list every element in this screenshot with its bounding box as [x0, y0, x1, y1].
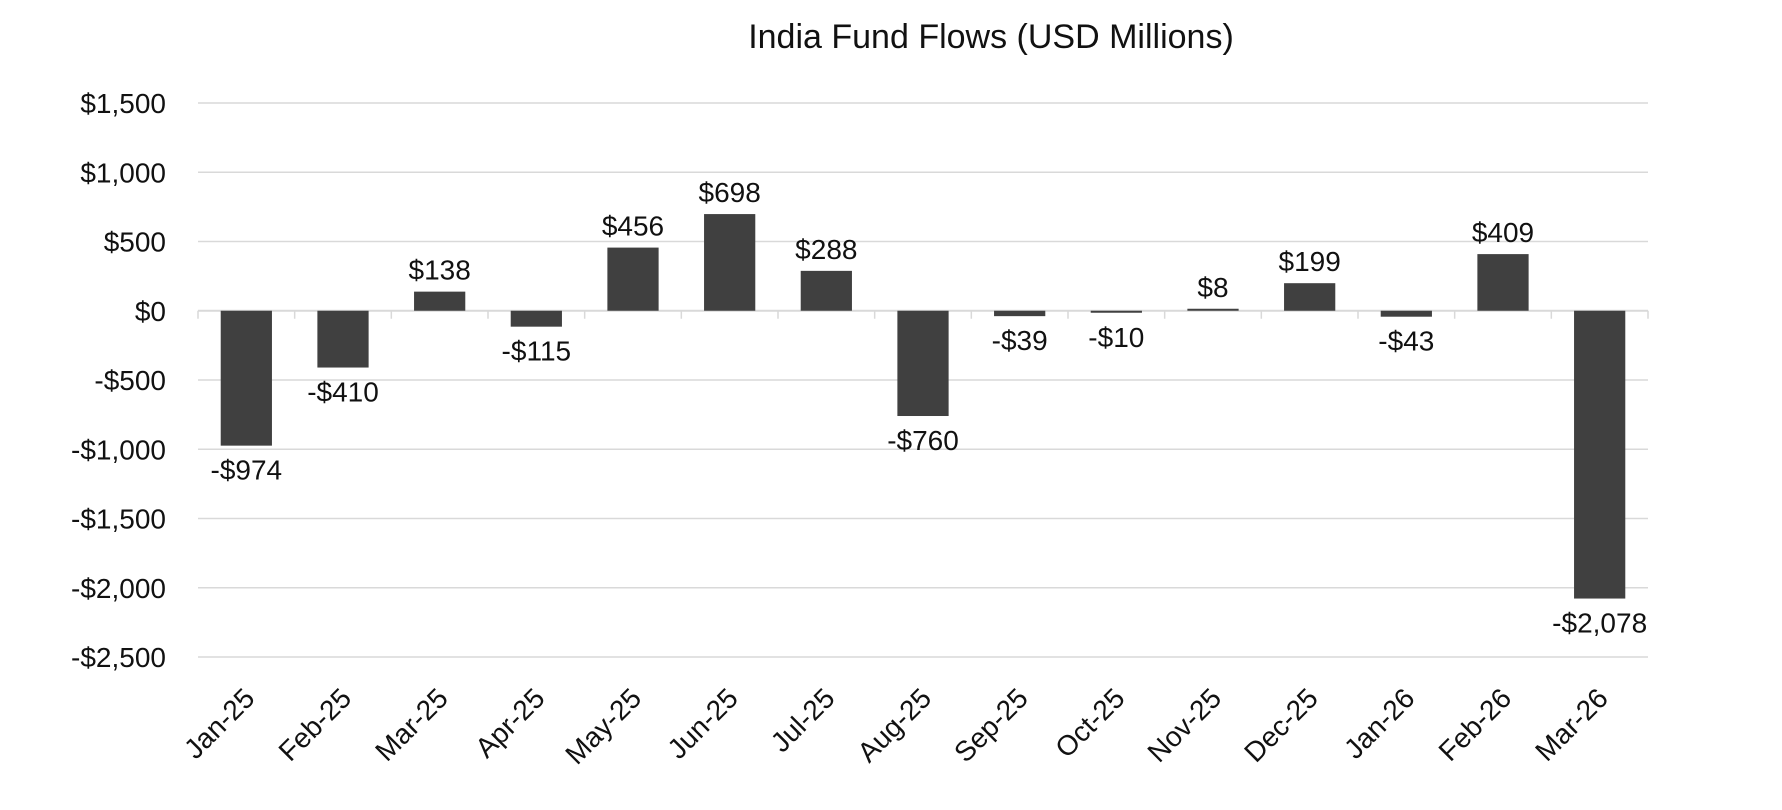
bar-jul-25 [800, 270, 852, 311]
y-tick-label: $500 [104, 227, 166, 258]
x-tick-label: May-25 [559, 682, 647, 770]
bar-oct-25 [1090, 310, 1142, 313]
bar-jun-25 [704, 214, 756, 311]
bar-may-25 [607, 247, 659, 311]
x-tick-label: Jan-25 [178, 682, 260, 764]
bar-jan-26 [1380, 310, 1432, 317]
data-labels: -$974 -$410 $138 -$115 $456 $698 $288 -$760 -$39… [211, 177, 1648, 638]
data-label: $288 [795, 234, 857, 265]
bar-mar-26 [1574, 310, 1626, 599]
bars [220, 214, 1626, 599]
x-tick-label: Dec-25 [1238, 682, 1324, 768]
x-tick-label: Apr-25 [469, 682, 550, 763]
bar-aug-25 [897, 310, 949, 417]
data-label: -$10 [1088, 322, 1144, 353]
x-tick-label: Mar-25 [369, 682, 454, 767]
y-tick-label: -$500 [94, 365, 166, 396]
x-tick-label: Jan-26 [1338, 682, 1420, 764]
y-tick-label: $0 [135, 296, 166, 327]
data-label: $199 [1279, 246, 1341, 277]
y-tick-label: $1,000 [80, 157, 166, 188]
data-label: -$2,078 [1552, 608, 1647, 639]
data-label: -$974 [211, 455, 283, 486]
bar-feb-25 [317, 310, 369, 368]
x-tick-label: Jun-25 [661, 682, 743, 764]
chart-title: India Fund Flows (USD Millions) [748, 18, 1234, 56]
data-label: -$43 [1378, 326, 1434, 357]
bar-jan-25 [220, 310, 272, 446]
x-tick-label: Aug-25 [851, 682, 937, 768]
y-tick-label: $1,500 [80, 88, 166, 119]
x-tick-label: Feb-26 [1433, 682, 1518, 767]
x-tick-label: Sep-25 [948, 682, 1034, 768]
data-label: $409 [1472, 217, 1534, 248]
y-tick-label: -$2,000 [71, 573, 166, 604]
y-tick-label: -$1,500 [71, 504, 166, 535]
bar-nov-25 [1187, 308, 1239, 311]
bar-mar-25 [414, 291, 466, 311]
y-tick-label: -$2,500 [71, 642, 166, 673]
data-label: $698 [699, 177, 761, 208]
x-tick-label: Jul-25 [765, 682, 841, 758]
data-label: -$760 [887, 425, 959, 456]
data-label: $138 [409, 255, 471, 286]
bar-feb-26 [1477, 254, 1529, 311]
data-label: $456 [602, 211, 664, 242]
x-tick-label: Oct-25 [1049, 682, 1130, 763]
data-label: -$39 [992, 325, 1048, 356]
x-tick-label: Feb-25 [273, 682, 358, 767]
x-axis: Jan-25 Feb-25 Mar-25 Apr-25 May-25 Jun-25 Jul-… [178, 682, 1614, 770]
data-label: -$410 [307, 377, 379, 408]
bar-apr-25 [510, 310, 562, 327]
x-tick-label: Nov-25 [1141, 682, 1227, 768]
x-tick-label: Mar-26 [1529, 682, 1614, 767]
bar-sep-25 [994, 310, 1046, 317]
data-label: $8 [1197, 272, 1228, 303]
y-tick-label: -$1,000 [71, 434, 166, 465]
data-label: -$115 [502, 336, 572, 367]
bar-dec-25 [1284, 283, 1336, 311]
y-axis: $1,500 $1,000 $500 $0 -$500 -$1,000 -$1,500 -$2… [71, 88, 166, 673]
